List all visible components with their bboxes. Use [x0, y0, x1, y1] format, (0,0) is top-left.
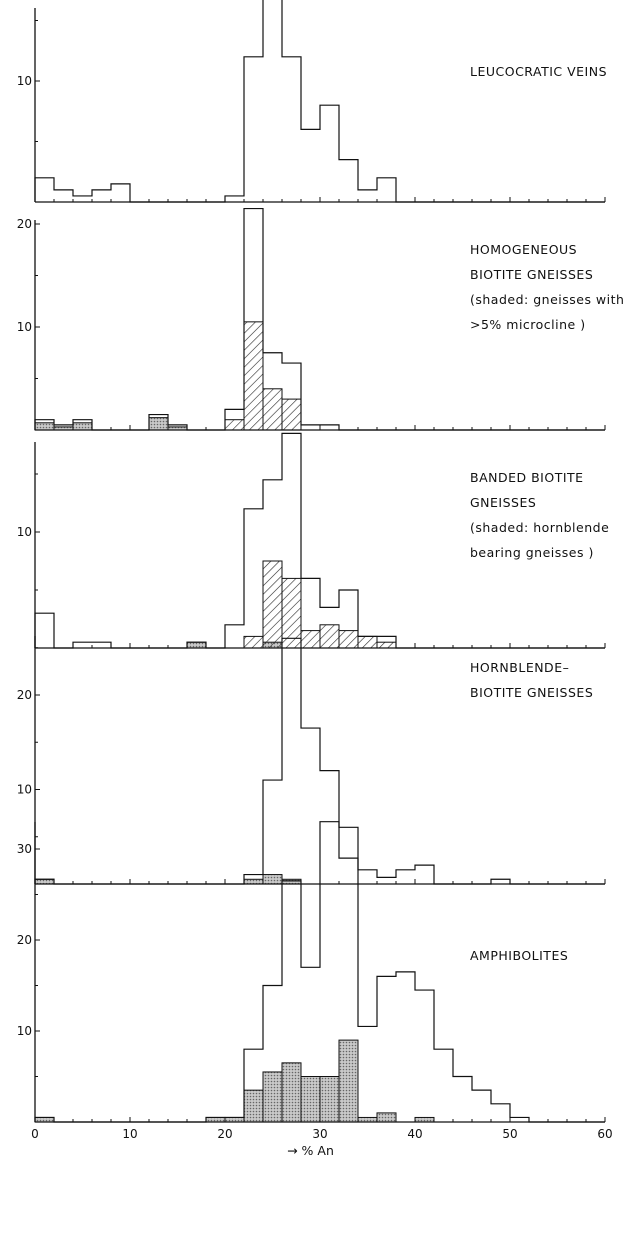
dotted-bar: [224, 1116, 245, 1123]
x-tick-label: 0: [31, 1127, 39, 1141]
y-tick-label: 10: [17, 1024, 32, 1038]
dotted-bar: [34, 878, 55, 885]
hatched-bar: [376, 641, 397, 649]
dotted-bar: [148, 417, 169, 431]
histogram-panel-4: 10 20 HORNBLENDE– BIOTITE GNEISSES: [17, 636, 606, 885]
y-tick-label: 10: [17, 783, 32, 797]
y-tick-label: 10: [17, 525, 32, 539]
dotted-bar: [205, 1116, 226, 1123]
panel-title: (shaded: hornblende: [470, 520, 609, 535]
y-tick-label: 20: [17, 217, 32, 231]
panel-title: GNEISSES: [470, 495, 536, 510]
panel-title: HOMOGENEOUS: [470, 242, 577, 257]
dotted-bar: [319, 1076, 340, 1123]
dotted-bar: [243, 878, 264, 885]
y-tick-label: 20: [17, 688, 32, 702]
panel-title: BIOTITE GNEISSES: [470, 267, 593, 282]
x-tick-label: 10: [122, 1127, 137, 1141]
dotted-bar: [243, 1089, 264, 1123]
panel-title: HORNBLENDE–: [470, 660, 569, 675]
panel-title: BIOTITE GNEISSES: [470, 685, 593, 700]
panel-title: bearing gneisses ): [470, 545, 594, 560]
dotted-bar: [414, 1116, 435, 1123]
hatched-bar: [281, 398, 302, 431]
panel-title: LEUCOCRATIC VEINS: [470, 64, 607, 79]
dotted-bar: [281, 878, 302, 885]
x-tick-label: 20: [217, 1127, 232, 1141]
dotted-bar: [376, 1112, 397, 1123]
histogram-outline: [34, 432, 605, 649]
histogram-panel-5: 10 20 30 AMPHIBOLITES 0 10 20 30 40 50 60 → % An: [17, 821, 613, 1158]
x-tick-label: 40: [407, 1127, 422, 1141]
dotted-bar: [72, 422, 93, 431]
hatched-bar: [262, 560, 283, 649]
histogram-outline: [34, 0, 605, 203]
histogram-panel-1: 1020LEUCOCRATIC VEINS: [17, 0, 607, 203]
hatched-bar: [243, 635, 264, 649]
dotted-bar: [34, 422, 55, 431]
panel-title: >5% microcline ): [470, 317, 586, 332]
y-tick-label: 20: [17, 933, 32, 947]
y-tick-label: 10: [17, 320, 32, 334]
panel-title: (shaded: gneisses with: [470, 292, 624, 307]
dotted-bar: [34, 1116, 55, 1123]
hatched-bar: [300, 630, 321, 649]
y-tick-label: 10: [17, 74, 32, 88]
dotted-bar: [338, 1039, 359, 1123]
x-tick-label: 30: [312, 1127, 327, 1141]
histogram-panel-2: 10 20 HOMOGENEOUS BIOTITE GNEISSES (shaded: …: [17, 207, 624, 431]
panel-title: BANDED BIOTITE: [470, 470, 584, 485]
dotted-bar: [300, 1076, 321, 1123]
hatched-bar: [319, 624, 340, 649]
hatched-bar: [243, 321, 264, 431]
dotted-bar: [281, 1062, 302, 1123]
panel-title: AMPHIBOLITES: [470, 948, 568, 963]
dotted-bar: [262, 1071, 283, 1123]
dotted-bar: [262, 874, 283, 885]
hatched-bar: [338, 630, 359, 649]
dotted-bar: [357, 1116, 378, 1123]
y-tick-label: 30: [17, 842, 32, 856]
hatched-bar: [224, 419, 245, 431]
hatched-bar: [357, 635, 378, 649]
dotted-bar: [186, 641, 207, 649]
x-axis-label: → % An: [287, 1143, 334, 1158]
x-tick-label: 50: [502, 1127, 517, 1141]
x-tick-label: 60: [597, 1127, 612, 1141]
histogram-panel-3: 10 BANDED BIOTITE GNEISSES (shaded: hornble…: [17, 432, 609, 649]
hatched-bar: [262, 388, 283, 431]
hatched-bar: [281, 577, 302, 649]
